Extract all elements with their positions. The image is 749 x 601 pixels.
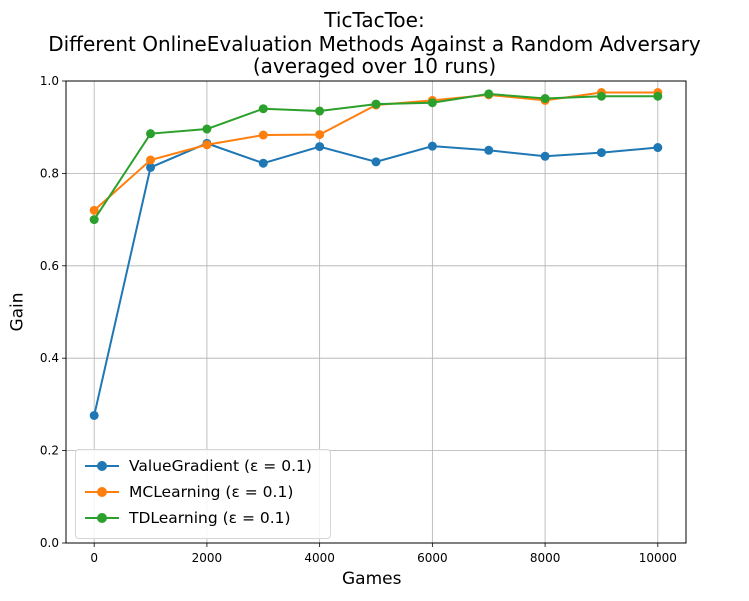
ticks: 0 2000 4000 6000 8000 10000 0.0 0.2 0.4 0.6 0.8 1.0	[40, 74, 677, 565]
data-point	[146, 162, 156, 172]
data-point	[89, 215, 99, 225]
data-point	[484, 89, 494, 99]
data-point	[258, 130, 268, 140]
chart-subtitle-runs: (averaged over 10 runs)	[252, 54, 497, 78]
data-point	[427, 98, 437, 108]
data-point	[596, 91, 606, 101]
y-tick-label: 1.0	[40, 74, 59, 88]
y-tick-label: 0.8	[40, 166, 59, 180]
x-tick-label: 6000	[417, 551, 448, 565]
data-point	[371, 99, 381, 109]
data-point	[258, 104, 268, 114]
series-0	[89, 138, 663, 420]
series-2	[89, 89, 663, 225]
grid	[66, 80, 686, 544]
data-point	[258, 158, 268, 168]
data-point	[89, 410, 99, 420]
data-point	[371, 157, 381, 167]
legend-item-valuegradient: ValueGradient (ε = 0.1)	[84, 455, 329, 477]
data-point	[596, 148, 606, 158]
data-point	[653, 143, 663, 153]
series-line	[93, 91, 658, 212]
legend-label: ValueGradient (ε = 0.1)	[129, 457, 312, 475]
legend-label: TDLearning (ε = 0.1)	[129, 509, 291, 527]
legend-item-mclearning: MCLearning (ε = 0.1)	[84, 481, 329, 503]
legend-swatch	[85, 487, 119, 497]
data-point	[89, 205, 99, 215]
series-line	[93, 142, 658, 416]
data-point	[484, 145, 494, 155]
x-axis-label: Games	[342, 569, 402, 589]
x-tick-label: 2000	[192, 551, 223, 565]
data-point	[315, 106, 325, 116]
chart-subtitle: Different OnlineEvaluation Methods Again…	[48, 32, 701, 56]
data-point	[146, 129, 156, 139]
data-point	[146, 155, 156, 165]
y-axis-label: Gain	[7, 292, 28, 332]
y-tick-label: 0.4	[40, 351, 59, 365]
data-point	[202, 124, 212, 134]
axes-frame	[65, 80, 687, 544]
x-tick-label: 8000	[530, 551, 561, 565]
data-point	[202, 140, 212, 150]
x-tick-label: 4000	[304, 551, 335, 565]
data-point	[315, 130, 325, 140]
y-tick-label: 0.2	[40, 444, 59, 458]
legend-swatch	[85, 513, 119, 523]
x-tick-label: 10000	[639, 551, 677, 565]
data-point	[427, 141, 437, 151]
legend-swatch	[85, 461, 119, 471]
legend-item-tdlearning: TDLearning (ε = 0.1)	[84, 507, 329, 529]
series-layer	[89, 88, 663, 420]
legend: ValueGradient (ε = 0.1) MCLearning (ε = …	[75, 449, 331, 539]
series-line	[93, 92, 658, 221]
data-point	[540, 94, 550, 104]
x-tick-label: 0	[90, 551, 98, 565]
data-point	[653, 91, 663, 101]
chart-title: TicTacToe:	[324, 8, 425, 32]
y-tick-label: 0.0	[40, 536, 59, 550]
legend-label: MCLearning (ε = 0.1)	[129, 483, 294, 501]
y-tick-label: 0.6	[40, 259, 59, 273]
data-point	[540, 151, 550, 161]
data-point	[315, 142, 325, 152]
